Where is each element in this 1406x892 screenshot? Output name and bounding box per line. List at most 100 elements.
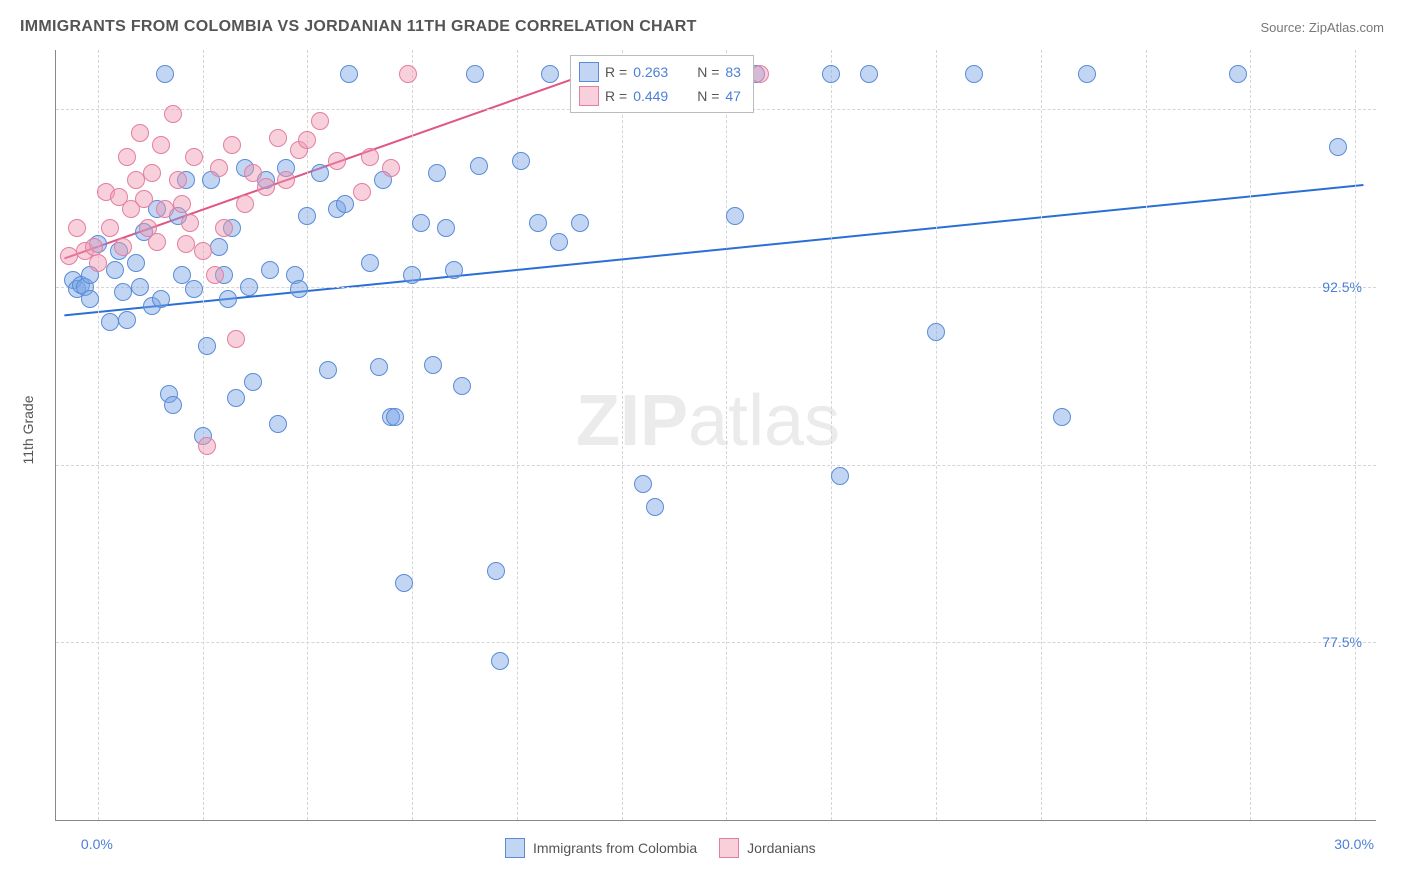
point-jordanian: [382, 159, 400, 177]
series-legend-item: Immigrants from Colombia: [505, 838, 697, 858]
point-jordanian: [185, 148, 203, 166]
point-colombia: [131, 278, 149, 296]
legend-row: R =0.263N =83: [579, 60, 741, 84]
point-colombia: [290, 280, 308, 298]
point-colombia: [336, 195, 354, 213]
point-colombia: [81, 290, 99, 308]
point-jordanian: [169, 171, 187, 189]
point-colombia: [571, 214, 589, 232]
h-gridline: [56, 642, 1376, 643]
point-colombia: [210, 238, 228, 256]
point-colombia: [634, 475, 652, 493]
x-tick-label: 0.0%: [81, 836, 113, 852]
point-colombia: [550, 233, 568, 251]
point-jordanian: [277, 171, 295, 189]
point-jordanian: [328, 152, 346, 170]
point-jordanian: [114, 238, 132, 256]
v-gridline: [98, 50, 99, 820]
point-jordanian: [215, 219, 233, 237]
v-gridline: [307, 50, 308, 820]
v-gridline: [936, 50, 937, 820]
point-colombia: [261, 261, 279, 279]
point-jordanian: [206, 266, 224, 284]
series-name: Jordanians: [747, 840, 816, 856]
point-jordanian: [152, 136, 170, 154]
legend-r-label: R =: [605, 88, 627, 104]
point-colombia: [311, 164, 329, 182]
point-colombia: [269, 415, 287, 433]
chart-title: IMMIGRANTS FROM COLOMBIA VS JORDANIAN 11…: [20, 18, 697, 36]
x-tick-label: 30.0%: [1334, 836, 1374, 852]
legend-n-label: N =: [697, 64, 719, 80]
point-colombia: [403, 266, 421, 284]
source-label: Source: ZipAtlas.com: [1260, 20, 1384, 35]
point-jordanian: [177, 235, 195, 253]
point-jordanian: [298, 131, 316, 149]
point-jordanian: [399, 65, 417, 83]
point-colombia: [1229, 65, 1247, 83]
point-jordanian: [85, 238, 103, 256]
point-colombia: [529, 214, 547, 232]
point-jordanian: [194, 242, 212, 260]
y-axis-title: 11th Grade: [20, 395, 36, 464]
legend-swatch: [505, 838, 525, 858]
point-colombia: [164, 396, 182, 414]
series-name: Immigrants from Colombia: [533, 840, 697, 856]
point-jordanian: [353, 183, 371, 201]
watermark: ZIPatlas: [576, 380, 840, 462]
point-jordanian: [257, 178, 275, 196]
stats-legend: R =0.263N =83R =0.449N =47: [570, 55, 754, 113]
point-jordanian: [236, 195, 254, 213]
point-colombia: [487, 562, 505, 580]
v-gridline: [412, 50, 413, 820]
v-gridline: [1041, 50, 1042, 820]
point-colombia: [370, 358, 388, 376]
v-gridline: [831, 50, 832, 820]
point-colombia: [1053, 408, 1071, 426]
point-colombia: [453, 377, 471, 395]
watermark-bold: ZIP: [576, 381, 688, 461]
point-jordanian: [361, 148, 379, 166]
legend-n-value: 83: [725, 64, 741, 80]
point-colombia: [395, 574, 413, 592]
point-jordanian: [311, 112, 329, 130]
series-legend-item: Jordanians: [719, 838, 816, 858]
point-colombia: [860, 65, 878, 83]
point-colombia: [437, 219, 455, 237]
point-jordanian: [210, 159, 228, 177]
point-colombia: [424, 356, 442, 374]
point-jordanian: [127, 171, 145, 189]
point-colombia: [298, 207, 316, 225]
point-colombia: [822, 65, 840, 83]
legend-r-value: 0.449: [633, 88, 683, 104]
point-colombia: [965, 65, 983, 83]
legend-swatch: [579, 62, 599, 82]
point-colombia: [428, 164, 446, 182]
legend-swatch: [719, 838, 739, 858]
point-jordanian: [68, 219, 86, 237]
point-jordanian: [181, 214, 199, 232]
legend-swatch: [579, 86, 599, 106]
point-jordanian: [89, 254, 107, 272]
point-colombia: [198, 337, 216, 355]
point-jordanian: [131, 124, 149, 142]
point-colombia: [118, 311, 136, 329]
point-colombia: [101, 313, 119, 331]
point-jordanian: [198, 437, 216, 455]
point-jordanian: [143, 164, 161, 182]
point-colombia: [227, 389, 245, 407]
point-colombia: [219, 290, 237, 308]
point-colombia: [646, 498, 664, 516]
plot-area: ZIPatlas 77.5%92.5%: [55, 50, 1376, 821]
point-colombia: [106, 261, 124, 279]
point-colombia: [1078, 65, 1096, 83]
point-jordanian: [227, 330, 245, 348]
point-colombia: [831, 467, 849, 485]
legend-r-label: R =: [605, 64, 627, 80]
v-gridline: [1355, 50, 1356, 820]
point-colombia: [470, 157, 488, 175]
point-colombia: [466, 65, 484, 83]
point-colombia: [156, 65, 174, 83]
point-jordanian: [60, 247, 78, 265]
point-colombia: [386, 408, 404, 426]
